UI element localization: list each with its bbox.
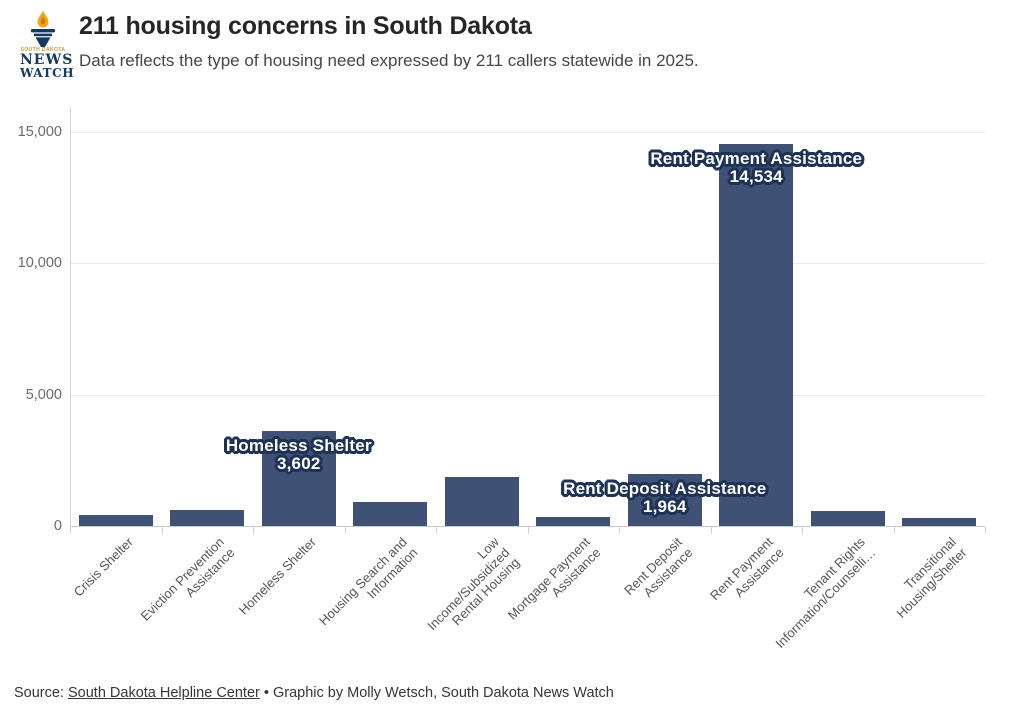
y-axis-tick-label: 10,000 — [17, 255, 62, 272]
axis-tick — [161, 527, 163, 534]
bar-annotation: Rent Deposit Assistance 1,964 — [515, 480, 815, 515]
x-axis-baseline — [70, 526, 985, 527]
logo-text-watch: WATCH — [20, 66, 75, 80]
bar — [170, 510, 245, 526]
annotation-label: Rent Payment Assistance — [650, 149, 863, 169]
bar-annotation: Homeless Shelter 3,602 — [149, 437, 449, 472]
y-axis-line — [70, 107, 71, 526]
logo-text-south-dakota: SOUTH DAKOTA — [20, 47, 66, 53]
bar — [627, 474, 702, 526]
annotation-value: 3,602 — [276, 453, 321, 473]
bar — [444, 477, 519, 526]
axis-tick — [619, 527, 620, 534]
bar — [536, 516, 611, 526]
gridline — [70, 263, 985, 265]
annotation-label: Homeless Shelter — [225, 436, 372, 456]
axis-tick — [802, 527, 803, 534]
axis-tick — [70, 527, 71, 534]
source-prefix: Source: — [14, 685, 68, 701]
axis-tick — [985, 527, 986, 534]
source-link[interactable]: South Dakota Helpline Center — [68, 685, 260, 701]
bar-annotation: Rent Payment Assistance 14,534 — [606, 150, 906, 185]
logo-text-news: NEWS — [20, 52, 74, 68]
y-axis-tick-label: 5,000 — [25, 386, 62, 403]
y-axis-tick-label: 0 — [53, 518, 62, 534]
axis-tick — [527, 527, 529, 534]
bar — [78, 515, 153, 526]
bar — [261, 431, 336, 526]
annotation-value: 14,534 — [729, 166, 783, 186]
axis-tick — [893, 527, 895, 534]
axis-tick — [253, 527, 254, 534]
page-subtitle: Data reflects the type of housing need e… — [79, 51, 699, 70]
gridline — [70, 394, 985, 396]
gridline — [70, 132, 985, 133]
news-watch-logo: SOUTH DAKOTA NEWS WATCH — [20, 9, 75, 80]
bar — [902, 518, 977, 526]
torch-icon — [31, 10, 55, 47]
axis-tick — [710, 527, 712, 534]
axis-tick — [344, 527, 346, 534]
bar — [719, 144, 794, 526]
page-title: 211 housing concerns in South Dakota — [79, 12, 532, 40]
footer: Source: South Dakota Helpline Center • G… — [14, 685, 614, 701]
y-axis-tick-label: 15,000 — [17, 124, 62, 140]
bar — [810, 511, 885, 526]
axis-tick — [436, 527, 437, 534]
annotation-value: 1,964 — [642, 496, 687, 516]
annotation-label: Rent Deposit Assistance — [563, 479, 767, 499]
bar — [353, 502, 428, 526]
credit-text: • Graphic by Molly Wetsch, South Dakota … — [259, 685, 614, 701]
